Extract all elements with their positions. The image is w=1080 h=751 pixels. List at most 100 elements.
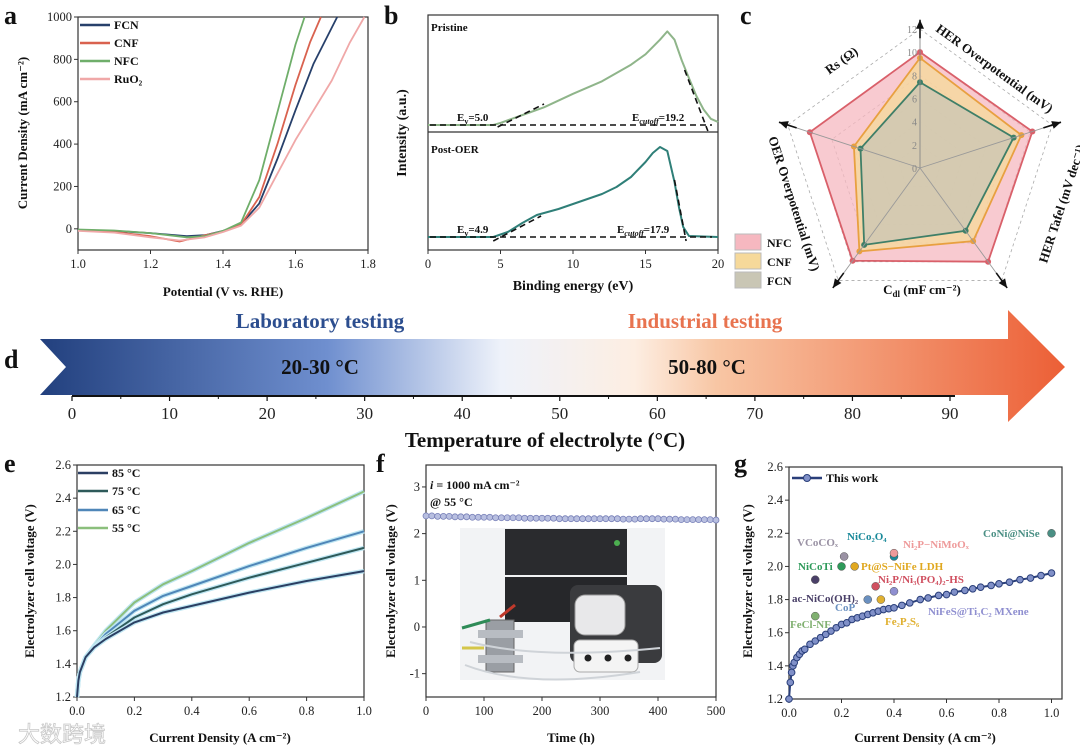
temperature-tick-label: 30 — [356, 404, 373, 423]
panel-g-xtick-label: 1.0 — [1044, 706, 1060, 720]
stability-point — [527, 514, 534, 522]
temperature-tick-label: 80 — [844, 404, 861, 423]
reference-label: Pt@S−NiFe LDH — [861, 561, 944, 573]
panel-a-xtick-label: 1.6 — [288, 257, 304, 271]
temperature-range-label: 50-80 °C — [668, 355, 746, 379]
stability-point — [468, 513, 476, 521]
stability-point — [706, 516, 714, 524]
stability-point — [550, 514, 557, 522]
reference-point — [839, 552, 849, 561]
watermark-logo: 大数跨境 — [18, 723, 106, 748]
panel-f-ylabel: Electrolyzer cell voltage (V) — [383, 504, 398, 658]
reference-point — [889, 548, 899, 558]
pump-screw — [624, 654, 632, 662]
panel-e-ytick-label: 2.4 — [55, 491, 71, 505]
stability-point — [503, 514, 511, 522]
panel-a-legend-label: FCN — [114, 18, 139, 32]
this-work-marker — [1016, 575, 1024, 584]
current-density-annotation: i = 1000 mA cm⁻² — [430, 478, 520, 492]
radar-axis-cdl: Cdl (mF cm⁻²) — [883, 282, 961, 299]
panel-label-f: f — [376, 449, 385, 478]
panel-g-legend-label: This work — [826, 471, 879, 485]
panel-f-plot-frame — [425, 464, 717, 698]
stability-point — [474, 513, 482, 521]
panel-b-xtick-label: 0 — [425, 257, 431, 271]
radar-tick-label: 10 — [907, 48, 917, 59]
temperature-tick-label: 40 — [454, 404, 471, 423]
radar-tick-label: 0 — [912, 164, 917, 175]
panel-a-xtick-label: 1.8 — [360, 257, 376, 271]
reference-label: Fe₂P₂S₆ — [885, 616, 920, 628]
green-clip — [461, 618, 491, 630]
panel-f-xtick-label: 500 — [707, 704, 726, 718]
panel-b-xlabel: Binding energy (eV) — [513, 279, 634, 294]
panel-b-xtick-label: 5 — [497, 257, 503, 271]
panel-d-xlabel: Temperature of electrolyte (°C) — [405, 428, 685, 452]
this-work-marker — [1026, 574, 1035, 582]
stability-point — [457, 513, 465, 521]
spectrum-line-Pristine — [428, 30, 719, 126]
pump-screw — [604, 654, 612, 662]
reference-label: CoNi@NiSe — [983, 528, 1040, 540]
stability-point — [463, 513, 471, 521]
radar-axis-arrowhead-icon — [832, 278, 842, 288]
radar-grid-ring — [787, 28, 1053, 281]
panel-a-ytick-label: 1000 — [47, 10, 72, 24]
this-work-marker — [890, 604, 898, 612]
this-work-marker — [811, 637, 820, 645]
panel-b-title-post-oer: Post-OER — [431, 144, 480, 156]
stability-point — [561, 515, 569, 523]
this-work-marker — [786, 678, 795, 687]
temperature-tick-label: 20 — [259, 404, 276, 423]
stability-point — [434, 512, 442, 520]
panel-g-legend-marker — [803, 474, 811, 482]
panel-e-legend-label: 65 °C — [112, 503, 140, 517]
photo-electrolyzer-setup — [460, 528, 665, 681]
panel-e-legend-label: 55 °C — [112, 521, 140, 535]
reference-point — [871, 582, 880, 591]
stability-point — [631, 515, 639, 523]
this-work-marker — [934, 591, 943, 600]
panel-e-xtick-label: 0.0 — [69, 704, 85, 718]
this-work-marker — [950, 588, 959, 596]
stability-point — [590, 515, 598, 523]
reference-point — [876, 595, 886, 604]
pristine-ecutoff-label: Ecutoff=19.2 — [632, 112, 685, 126]
reference-label: VCoCOₓ — [797, 537, 839, 549]
panel-g-ytick-label: 2.0 — [767, 559, 783, 573]
this-work-marker — [942, 590, 951, 599]
stability-point — [637, 515, 644, 523]
panel-f-xtick-label: 300 — [591, 704, 610, 718]
panel-g-ylabel: Electrolyzer cell voltage (V) — [740, 504, 755, 658]
panel-f-ytick-label: 2 — [414, 527, 420, 541]
this-work-marker — [842, 618, 851, 627]
panel-e-ytick-label: 1.2 — [55, 690, 71, 704]
temperature-tick-label: 70 — [746, 404, 763, 423]
stability-point — [428, 512, 436, 520]
panel-b-xtick-label: 15 — [639, 257, 652, 271]
reference-point — [850, 562, 859, 571]
panel-e-xtick-label: 0.2 — [127, 704, 143, 718]
stability-point — [695, 516, 702, 524]
reference-point — [811, 575, 820, 584]
panel-g-xtick-label: 0.8 — [991, 706, 1007, 720]
radar-axis-arrowhead-icon — [916, 19, 924, 29]
radar-axis-oer-overpotential: OER Overpotential (mV) — [765, 134, 823, 273]
panel-a-ytick-label: 800 — [53, 52, 72, 66]
series-line-CNF — [77, 16, 322, 243]
this-work-marker — [961, 586, 969, 595]
panel-f-xtick-label: 100 — [475, 704, 494, 718]
panel-e-legend-label: 85 °C — [112, 466, 140, 480]
series-line-NFC — [77, 16, 306, 239]
panel-a-ytick-label: 0 — [66, 222, 72, 236]
stability-point — [677, 516, 685, 524]
panel-g-ytick-label: 1.8 — [767, 593, 783, 607]
radar-axis-rs: Rs (Ω) — [822, 43, 861, 77]
panel-e-ytick-label: 1.8 — [55, 591, 71, 605]
panel-f-ytick-label: -1 — [410, 667, 420, 681]
stability-point — [648, 515, 656, 523]
radar-axis-her-tafel: HER Tafel (mV dec⁻¹) — [1035, 143, 1080, 265]
reference-label: Ni₂P/Ni₃(PO₄)₂-HS — [878, 574, 964, 586]
post-oer-ev-tangent — [492, 215, 542, 242]
series-glow-85 °C — [74, 568, 365, 698]
